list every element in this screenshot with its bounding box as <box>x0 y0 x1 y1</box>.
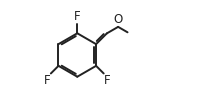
Text: F: F <box>44 74 50 87</box>
Text: F: F <box>104 74 111 87</box>
Text: O: O <box>114 13 123 26</box>
Text: F: F <box>74 10 81 23</box>
